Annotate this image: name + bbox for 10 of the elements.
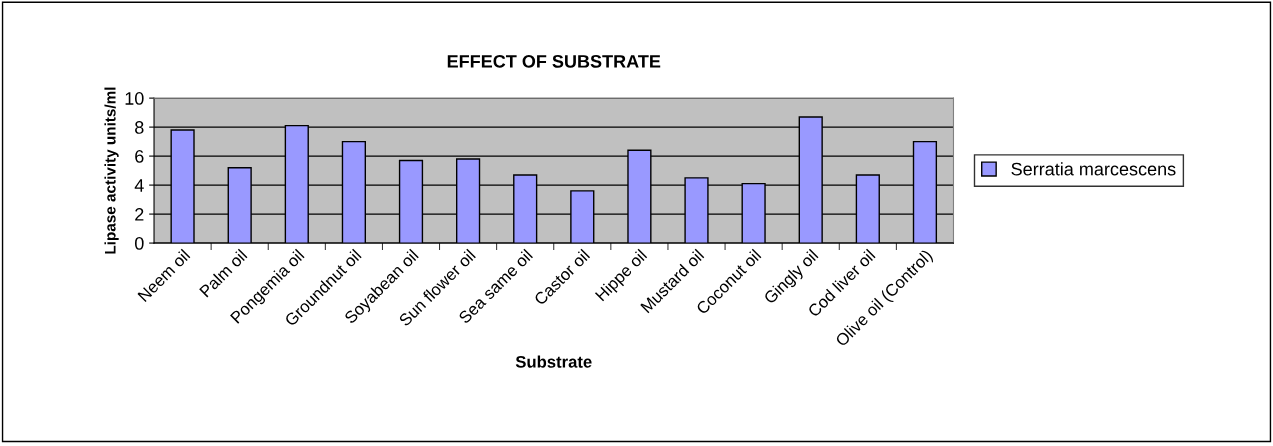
y-tick-label: 10	[125, 92, 144, 105]
y-tick-label: 2	[135, 208, 144, 221]
chart-title: EFFECT OF SUBSTRATE	[447, 54, 661, 68]
x-axis-title: Substrate	[515, 355, 592, 368]
y-axis-title: Lipase activity units/ml	[104, 87, 119, 254]
y-tick-label: 8	[135, 121, 144, 134]
y-tick-label: 0	[134, 237, 144, 250]
y-tick-label: 4	[134, 179, 144, 192]
legend-label: Serratia marcescens	[1011, 162, 1176, 176]
y-tick-label: 6	[135, 150, 144, 163]
